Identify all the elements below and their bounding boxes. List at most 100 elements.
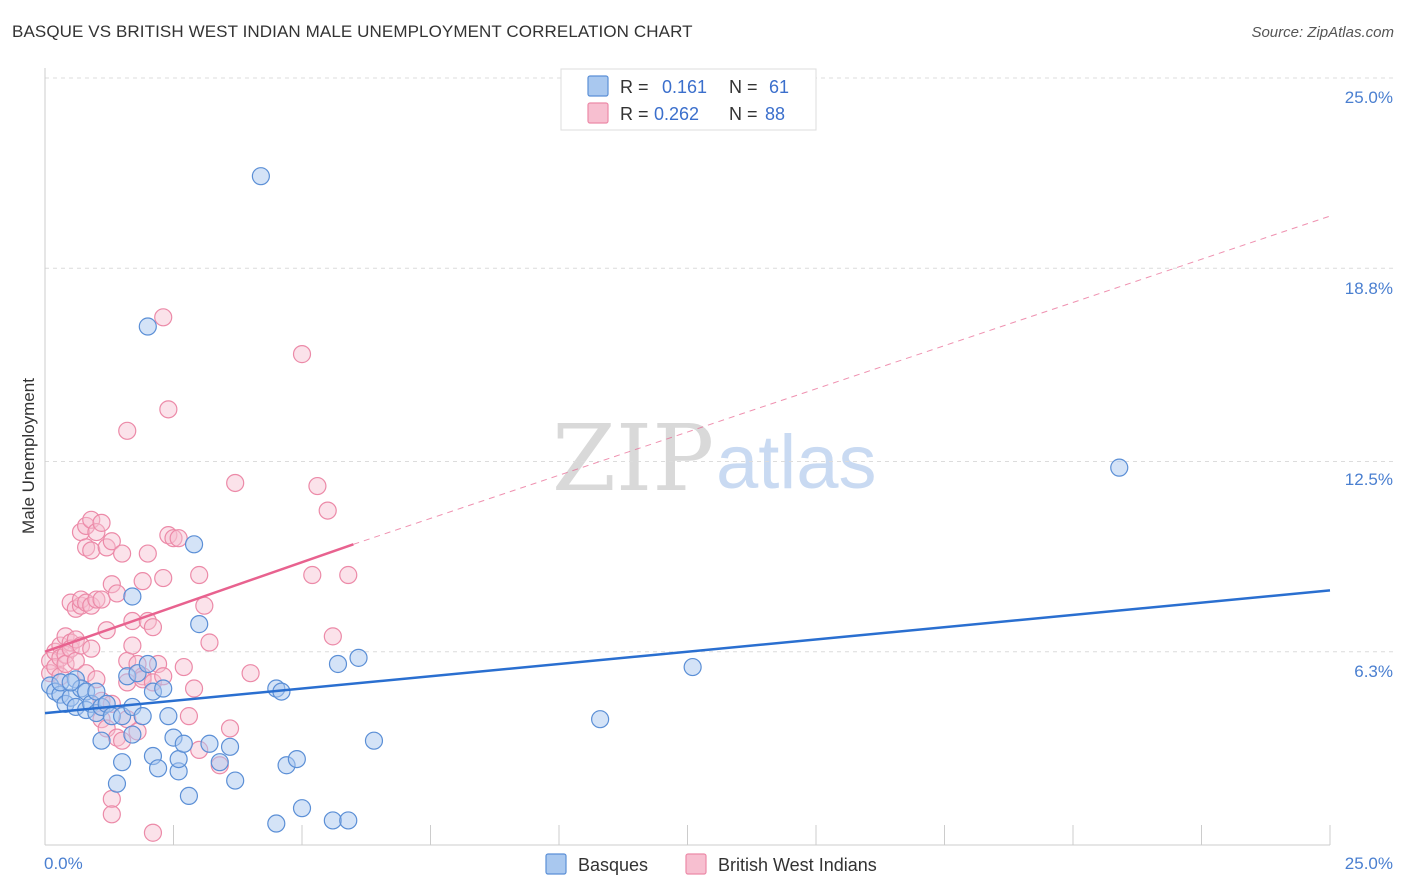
basque-point [174,734,193,753]
basque-point [179,786,199,806]
watermark-atlas: atlas [716,420,877,505]
basque-point [123,725,142,744]
bwi-point [143,823,163,842]
bwi-point [92,513,111,532]
bwi-point [102,789,121,809]
bwi-point [159,400,178,419]
basque-point [210,753,229,772]
basque-point [112,753,132,772]
grid-lines [45,77,1395,653]
bottom-legend-label-basques: Basques [578,855,648,875]
legend-r-value-bwi: 0.262 [654,104,699,124]
bwi-point [174,657,193,677]
basque-point [169,749,188,769]
bwi-point [184,679,204,698]
trend-lines [44,215,1331,715]
bwi-point [118,421,137,440]
basque-point [683,657,702,677]
bwi-point [308,476,327,496]
legend-n-value-bwi: 88 [765,104,785,124]
bwi-point [169,529,188,548]
bwi-point [87,590,106,609]
bwi-point [195,596,214,615]
bwi-point [200,633,219,652]
legend-swatch-bwi [587,102,609,124]
legend-n-label: N = [729,104,758,124]
legend-r-label: R = [620,104,649,124]
basque-point [226,771,245,790]
bwi-point [102,575,121,594]
bwi-point [82,541,101,560]
basque-point [251,167,270,186]
basque-point [267,814,286,833]
basque-point [220,737,240,756]
bwi-point [154,568,173,588]
basque-point [148,759,168,778]
bwi-point [87,522,106,542]
watermark: ZIP atlas [552,405,877,512]
bwi-point [318,501,337,520]
bwi-point [292,345,312,364]
bottom-legend-swatch-bwi [685,853,707,875]
bwi-point [323,627,342,646]
bwi-point [82,639,101,658]
bwi-trend-extension [353,215,1331,545]
legend-r-value-basques: 0.161 [662,77,707,97]
basque-point [287,749,306,769]
chart-title: BASQUE VS BRITISH WEST INDIAN MALE UNEMP… [12,22,693,41]
legend-n-value-basques: 61 [769,77,789,97]
bwi-point [154,308,173,327]
basque-point [591,710,610,729]
bottom-legend: Basques British West Indians [545,853,877,875]
bwi-point [164,529,183,548]
bwi-point [66,599,85,618]
basque-point [138,317,157,336]
basque-point [190,615,209,634]
basque-point [61,673,80,692]
bwi-point [133,572,152,591]
x-tick-label-min: 0.0% [44,854,83,873]
bwi-point [123,636,142,655]
legend-n-label: N = [729,77,758,97]
bwi-point [303,565,322,585]
bwi-trend-line [44,543,354,653]
basque-point [123,587,142,606]
y-tick-label: 25.0% [1345,88,1393,107]
bwi-point [77,538,96,557]
axes [44,68,1331,846]
source-credit: Source: ZipAtlas.com [1251,24,1394,41]
basque-point [133,707,152,726]
y-axis-label: Male Unemployment [19,378,38,534]
bwi-point [339,565,358,585]
basque-point [184,535,204,554]
basque-point [154,679,173,698]
bwi-point [71,596,91,615]
legend-swatch-basques [587,75,609,97]
bwi-point [92,590,111,609]
watermark-zip: ZIP [552,405,714,512]
bottom-legend-label-bwi: British West Indians [718,855,877,875]
series-british-west-indians [41,308,358,842]
basque-point [107,774,127,793]
bwi-point [226,473,245,493]
bwi-point [190,565,209,585]
bwi-point [179,707,199,726]
bwi-point [241,664,260,683]
basque-point [1110,458,1129,477]
y-tick-label: 18.8% [1345,279,1393,298]
x-tick-label-max: 25.0% [1345,854,1393,873]
bwi-point [220,719,240,738]
bwi-point [143,618,163,637]
legend-r-label: R = [620,77,649,97]
bwi-point [71,590,91,609]
basque-point [349,648,368,667]
y-tick-label: 6.3% [1354,662,1393,681]
bottom-legend-swatch-basques [545,853,567,875]
basque-point [292,799,312,818]
basque-point [92,731,111,750]
basque-point [138,654,157,674]
top-legend: R = 0.161 N = 61 R = 0.262 N = 88 [560,68,817,131]
bwi-point [102,805,121,824]
basque-point [200,734,219,753]
